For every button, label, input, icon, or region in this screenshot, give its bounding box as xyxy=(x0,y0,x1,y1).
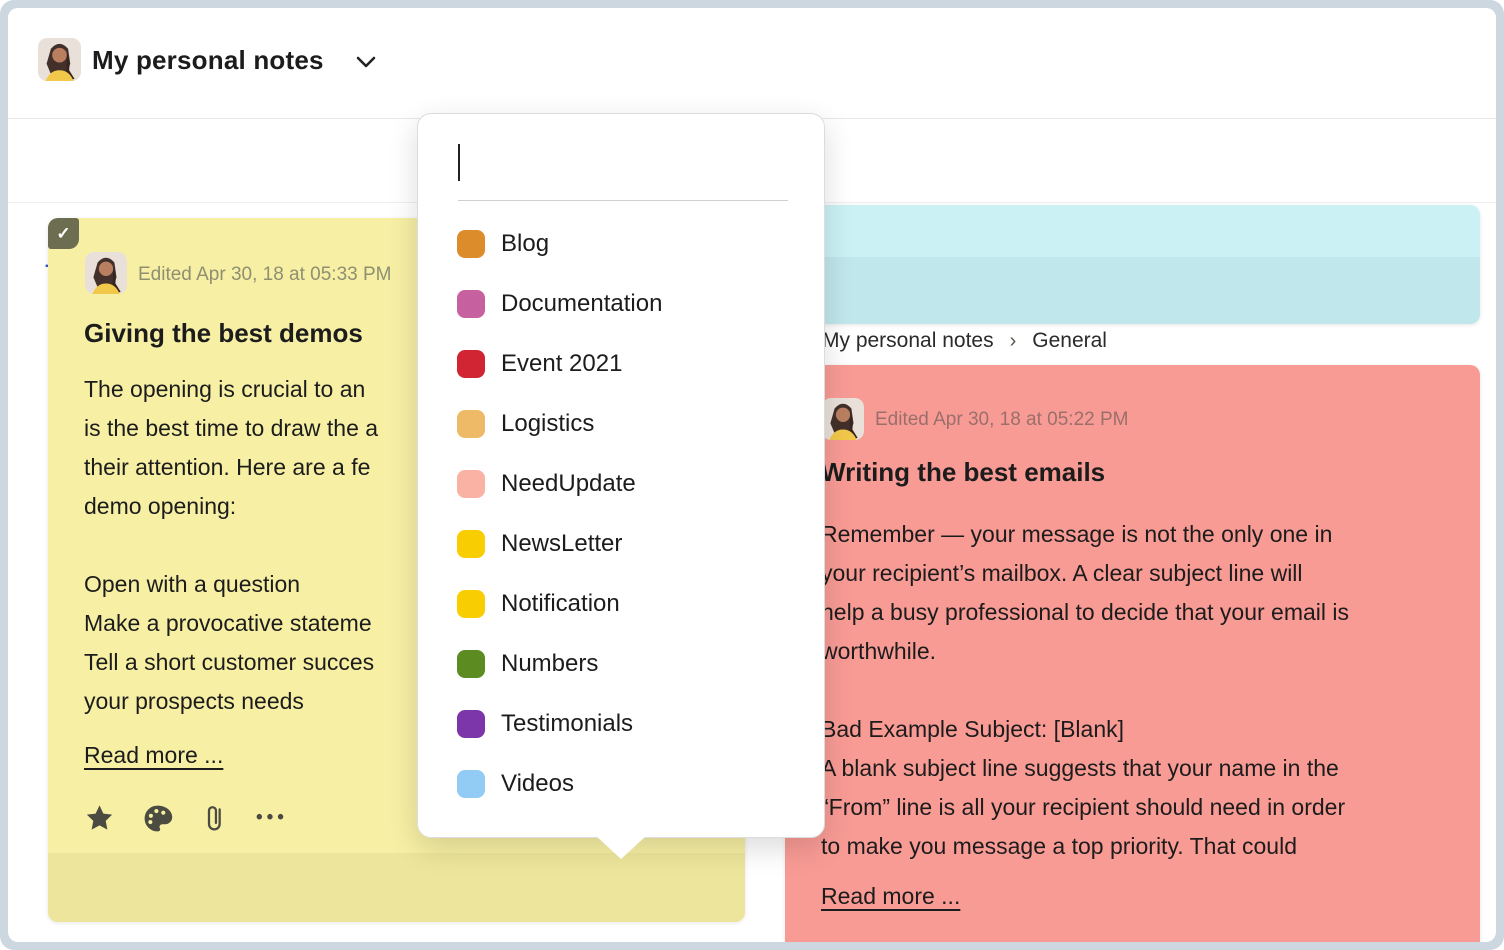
note-body-line: The opening is crucial to an xyxy=(84,376,366,402)
tag-option-testimonials[interactable]: Testimonials xyxy=(418,694,824,754)
note-body-line: to make you message a top priority. That… xyxy=(821,833,1298,859)
note-body-line: “From” line is all your recipient should… xyxy=(821,794,1346,820)
note-body-line: your prospects needs xyxy=(84,688,304,714)
input-underline xyxy=(458,200,788,201)
note-body-line: Open with a question xyxy=(84,571,301,597)
note-body-line: is the best time to draw the a xyxy=(84,415,379,441)
tag-color-swatch xyxy=(457,410,485,438)
note-body-line: their attention. Here are a fe xyxy=(84,454,371,480)
note-footer: My personal notes › General xyxy=(785,257,1480,352)
breadcrumb-notebook[interactable]: My personal notes xyxy=(822,329,994,352)
tag-color-swatch xyxy=(457,530,485,558)
breadcrumb-separator: › xyxy=(1009,330,1017,352)
read-more-link[interactable]: Read more ... xyxy=(84,742,224,768)
notes-app-window: My personal notes + Quick Add / Paste co… xyxy=(8,8,1496,942)
avatar-image xyxy=(822,398,864,440)
tag-option-documentation[interactable]: Documentation xyxy=(418,274,824,334)
tag-color-swatch xyxy=(457,770,485,798)
tag-color-swatch xyxy=(457,710,485,738)
note-title: Writing the best emails xyxy=(821,457,1106,487)
tag-option-label: NeedUpdate xyxy=(501,470,636,497)
tag-option-needupdate[interactable]: NeedUpdate xyxy=(418,454,824,514)
note-body: Remember — your message is not the only … xyxy=(821,515,1349,866)
tag-color-swatch xyxy=(457,350,485,378)
tag-option-label: Testimonials xyxy=(501,710,634,737)
note-body-line: Make a provocative stateme xyxy=(84,610,372,636)
tag-option-logistics[interactable]: Logistics xyxy=(418,394,824,454)
user-avatar[interactable] xyxy=(38,38,81,81)
note-author-avatar xyxy=(822,398,864,440)
breadcrumb-section[interactable]: General xyxy=(1032,329,1107,352)
note-author-avatar xyxy=(85,252,127,294)
note-body: The opening is crucial to an is the best… xyxy=(84,370,378,721)
tag-option-videos[interactable]: Videos xyxy=(418,754,824,814)
note-body-line: Bad Example Subject: [Blank] xyxy=(821,716,1124,742)
note-edited-timestamp: Edited Apr 30, 18 at 05:22 PM xyxy=(875,409,1129,430)
popup-caret xyxy=(596,836,646,859)
tag-option-notification[interactable]: Notification xyxy=(418,574,824,634)
breadcrumb: My personal notes › General xyxy=(822,329,1107,353)
note-edited-timestamp: Edited Apr 30, 18 at 05:33 PM xyxy=(138,264,392,285)
note-body-line: help a busy professional to decide that … xyxy=(821,599,1350,625)
tag-option-label: NewsLetter xyxy=(501,530,623,557)
tag-list: Blog Documentation Event 2021 Logistics … xyxy=(418,214,824,814)
tag-color-swatch xyxy=(457,590,485,618)
text-cursor xyxy=(458,144,460,181)
tag-option-numbers[interactable]: Numbers xyxy=(418,634,824,694)
tag-option-newsletter[interactable]: NewsLetter xyxy=(418,514,824,574)
favorite-star-icon[interactable] xyxy=(84,803,115,834)
avatar-image xyxy=(38,38,81,81)
note-body-line: Tell a short customer succes xyxy=(84,649,375,675)
note-toolbar: ••• xyxy=(84,798,364,838)
app-header: My personal notes xyxy=(8,8,1496,118)
note-body-line: worthwhile. xyxy=(821,638,937,664)
tag-picker-popup: Blog Documentation Event 2021 Logistics … xyxy=(417,113,825,859)
tag-option-label: Documentation xyxy=(501,290,663,317)
avatar-image xyxy=(85,252,127,294)
note-body-line: A blank subject line suggests that your … xyxy=(821,755,1339,781)
tag-option-label: Notification xyxy=(501,590,620,617)
tag-option-event-2021[interactable]: Event 2021 xyxy=(418,334,824,394)
tag-color-swatch xyxy=(457,650,485,678)
tag-color-swatch xyxy=(457,470,485,498)
note-body-line xyxy=(84,526,378,565)
note-body-line: your recipient’s mailbox. A clear subjec… xyxy=(821,560,1303,586)
note-card-partial[interactable]: My personal notes › General xyxy=(785,205,1480,352)
read-more-link[interactable]: Read more ... xyxy=(821,883,961,909)
more-options-icon[interactable]: ••• xyxy=(256,807,288,828)
chevron-down-icon[interactable] xyxy=(356,56,376,70)
notebook-title[interactable]: My personal notes xyxy=(92,45,324,75)
note-card-writing-best-emails[interactable]: Edited Apr 30, 18 at 05:22 PM Writing th… xyxy=(785,365,1480,942)
tag-option-label: Logistics xyxy=(501,410,595,437)
tag-option-label: Event 2021 xyxy=(501,350,623,377)
attachment-paperclip-icon[interactable] xyxy=(200,802,230,834)
tag-option-label: Numbers xyxy=(501,650,599,677)
color-palette-icon[interactable] xyxy=(141,802,174,835)
note-selected-checkbox[interactable]: ✓ xyxy=(48,218,79,249)
note-title: Giving the best demos xyxy=(84,318,363,348)
note-body-line: Remember — your message is not the only … xyxy=(821,521,1333,547)
tag-option-label: Videos xyxy=(501,770,574,797)
tag-color-swatch xyxy=(457,290,485,318)
tag-color-swatch xyxy=(457,230,485,258)
tag-search-input[interactable] xyxy=(458,142,788,201)
note-body-line: demo opening: xyxy=(84,493,237,519)
tag-option-blog[interactable]: Blog xyxy=(418,214,824,274)
note-footer: My personal notes›General xyxy=(48,853,745,922)
note-body-line xyxy=(821,671,1349,710)
tag-option-label: Blog xyxy=(501,230,550,257)
